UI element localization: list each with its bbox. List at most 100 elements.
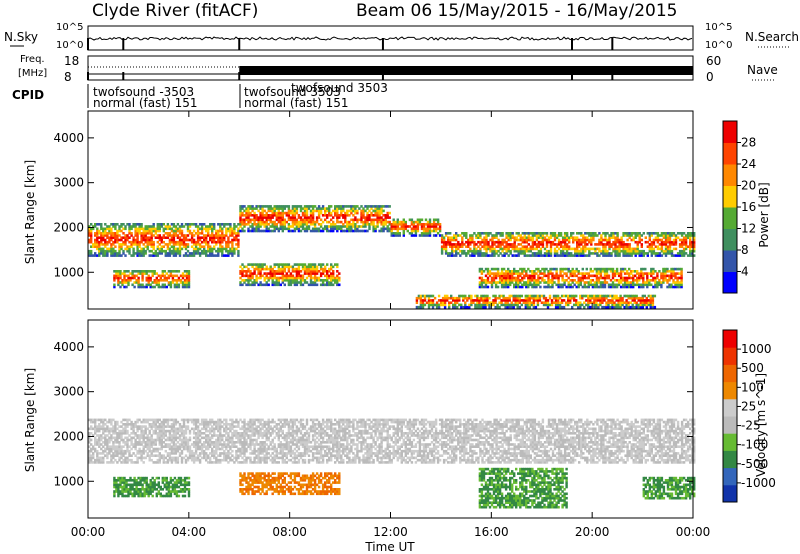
cell (128, 229, 131, 233)
cell (392, 220, 395, 224)
cell (350, 229, 353, 233)
cell (530, 301, 534, 304)
cell (434, 229, 438, 233)
cell (182, 254, 186, 257)
cell (92, 254, 95, 257)
cell (301, 263, 305, 266)
cell (483, 247, 486, 251)
cell (521, 272, 524, 275)
cell (221, 254, 224, 257)
cell (475, 252, 478, 255)
cell (622, 247, 625, 251)
cell (130, 423, 133, 426)
cell (342, 216, 345, 219)
cell (676, 276, 679, 280)
cell (680, 238, 684, 242)
cell (587, 274, 590, 278)
cell (595, 294, 598, 298)
cell (231, 252, 234, 255)
cell (595, 296, 598, 300)
cell (338, 283, 341, 287)
cell (168, 238, 172, 242)
cell (125, 285, 128, 289)
cell (666, 234, 670, 237)
cell (182, 443, 186, 446)
cell (641, 296, 644, 300)
cell (138, 252, 141, 255)
cell (674, 238, 678, 242)
cell (231, 238, 234, 242)
cell (402, 234, 405, 237)
cell (354, 227, 357, 231)
cell (247, 205, 250, 208)
cell (616, 245, 619, 248)
cell (616, 247, 619, 251)
cell (519, 279, 522, 282)
cell (515, 285, 518, 289)
cell (241, 220, 244, 224)
cell (617, 303, 620, 307)
cell (287, 225, 291, 228)
cell (100, 249, 103, 253)
cell (589, 294, 592, 298)
cell (586, 254, 589, 257)
cell (486, 299, 489, 302)
cell (209, 247, 212, 251)
cell (116, 223, 119, 226)
cell (219, 243, 222, 246)
cell (98, 232, 101, 235)
cell (545, 252, 549, 255)
cell (604, 245, 607, 248)
cell (613, 301, 616, 304)
cell (156, 436, 159, 440)
cell (358, 225, 361, 228)
cell (263, 214, 266, 217)
cell (434, 234, 438, 237)
cell (602, 247, 605, 251)
cell (541, 240, 545, 244)
cell (186, 238, 190, 242)
cell (132, 429, 135, 433)
cell (455, 249, 458, 253)
cell (287, 263, 291, 266)
cell (120, 420, 123, 424)
cell (594, 249, 597, 253)
cell (281, 263, 284, 266)
cell (372, 223, 375, 226)
cell (682, 247, 686, 251)
cell (178, 452, 182, 455)
cell (626, 252, 629, 255)
cell (305, 218, 309, 222)
cell (611, 267, 615, 271)
cell (165, 276, 168, 280)
cell (261, 220, 264, 224)
cell (478, 296, 481, 300)
cell (597, 272, 601, 275)
cell (518, 301, 521, 304)
cell (643, 299, 646, 302)
cell (684, 236, 688, 239)
cell (515, 283, 518, 287)
cell (366, 229, 369, 233)
cell (124, 423, 127, 426)
cell (297, 214, 301, 217)
cell (145, 272, 148, 275)
cell (666, 236, 670, 239)
cell (114, 252, 117, 255)
cell (588, 238, 591, 242)
cell (597, 267, 601, 271)
cell (509, 238, 512, 242)
cell (106, 427, 109, 431)
cell (480, 276, 484, 280)
cell (545, 245, 549, 248)
cell (134, 240, 137, 244)
cell (94, 238, 97, 242)
cell (378, 216, 381, 219)
cell (160, 240, 163, 244)
cell (102, 234, 105, 237)
cell (117, 276, 120, 280)
cell (636, 232, 639, 235)
cell (489, 254, 492, 257)
cell (496, 267, 500, 271)
cell (120, 454, 123, 457)
